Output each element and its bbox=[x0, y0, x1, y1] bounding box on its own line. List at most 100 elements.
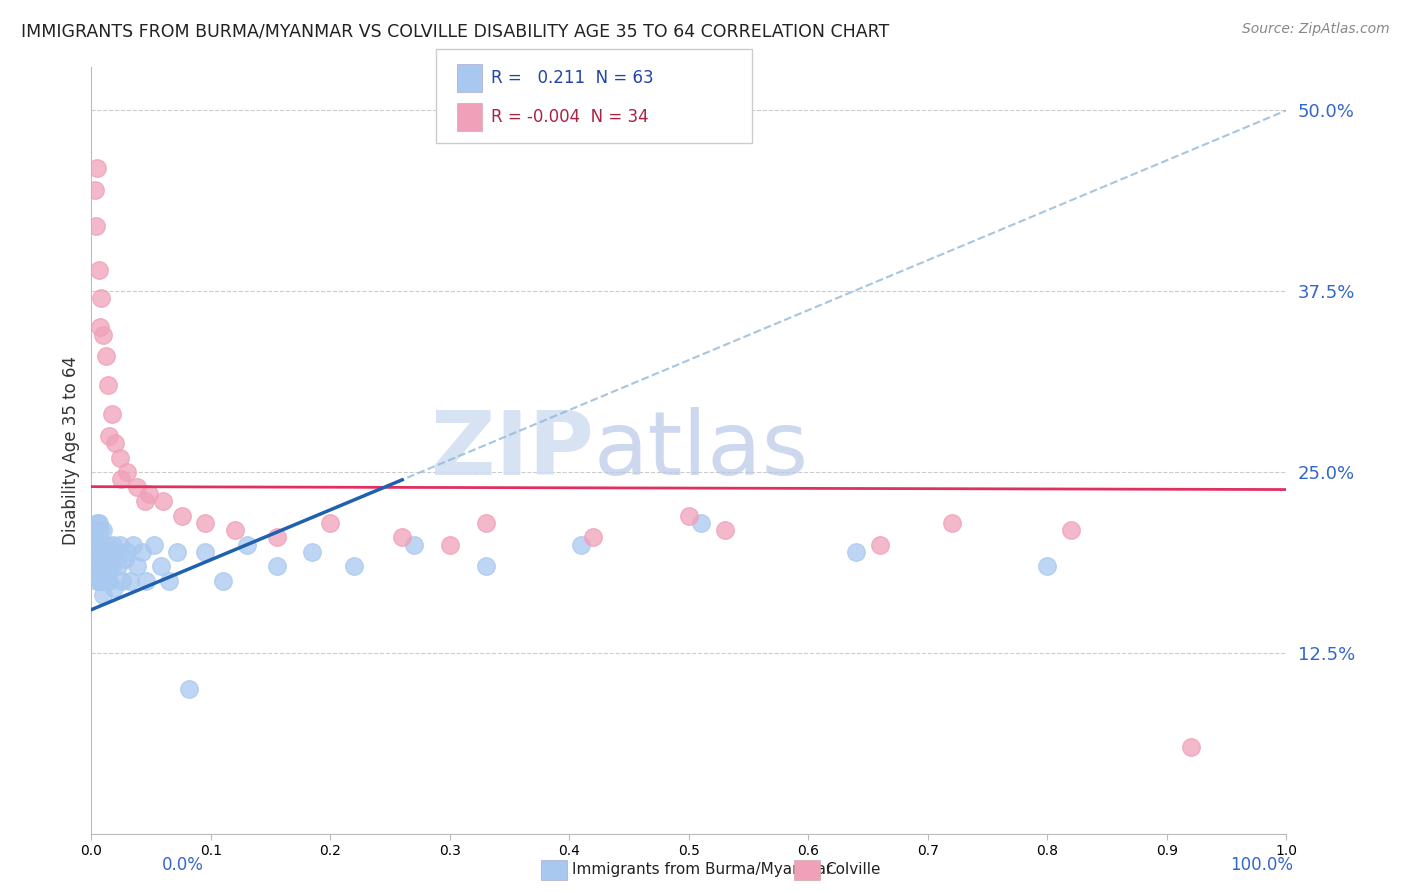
Point bbox=[87, 262, 110, 277]
Text: Colville: Colville bbox=[825, 863, 880, 877]
Point bbox=[86, 552, 108, 566]
Point bbox=[125, 480, 148, 494]
Point bbox=[87, 537, 110, 551]
Point bbox=[89, 545, 111, 559]
Point bbox=[89, 523, 111, 537]
Point bbox=[1060, 523, 1083, 537]
Point bbox=[98, 574, 121, 588]
Point bbox=[474, 516, 498, 530]
Text: R =   0.211  N = 63: R = 0.211 N = 63 bbox=[491, 69, 654, 87]
Point bbox=[108, 537, 131, 551]
Point bbox=[84, 537, 107, 551]
Point bbox=[115, 465, 138, 479]
Point bbox=[166, 545, 188, 559]
Point bbox=[91, 537, 114, 551]
Point bbox=[235, 537, 259, 551]
Point bbox=[84, 219, 107, 233]
Point bbox=[115, 545, 138, 559]
Text: atlas: atlas bbox=[593, 407, 808, 494]
Point bbox=[941, 516, 963, 530]
Point bbox=[391, 530, 413, 544]
Point bbox=[111, 574, 134, 588]
Point bbox=[114, 552, 136, 566]
Point bbox=[138, 487, 160, 501]
Point bbox=[86, 161, 108, 176]
Point bbox=[93, 327, 114, 342]
Text: IMMIGRANTS FROM BURMA/MYANMAR VS COLVILLE DISABILITY AGE 35 TO 64 CORRELATION CH: IMMIGRANTS FROM BURMA/MYANMAR VS COLVILL… bbox=[21, 22, 890, 40]
Point bbox=[98, 559, 121, 574]
Point bbox=[869, 537, 891, 551]
Text: 100.0%: 100.0% bbox=[1230, 856, 1294, 874]
Point bbox=[86, 574, 108, 588]
Text: ZIP: ZIP bbox=[430, 407, 593, 494]
Point bbox=[149, 559, 172, 574]
Point bbox=[108, 450, 131, 465]
Point bbox=[107, 559, 129, 574]
Point bbox=[122, 537, 145, 551]
Point bbox=[194, 545, 217, 559]
Point bbox=[571, 537, 593, 551]
Point bbox=[194, 516, 217, 530]
Point bbox=[104, 436, 127, 450]
Point bbox=[84, 545, 107, 559]
Point bbox=[266, 530, 288, 544]
Point bbox=[89, 320, 111, 334]
Point bbox=[90, 559, 112, 574]
Text: R = -0.004  N = 34: R = -0.004 N = 34 bbox=[491, 108, 648, 126]
Point bbox=[135, 574, 157, 588]
Point bbox=[93, 574, 115, 588]
Point bbox=[689, 516, 711, 530]
Point bbox=[301, 545, 323, 559]
Point bbox=[211, 574, 233, 588]
Point bbox=[678, 508, 700, 523]
Point bbox=[96, 566, 118, 581]
Point bbox=[93, 588, 114, 602]
Point bbox=[125, 559, 148, 574]
Point bbox=[343, 559, 366, 574]
Text: 0.0%: 0.0% bbox=[162, 856, 204, 874]
Point bbox=[439, 537, 461, 551]
Point bbox=[172, 508, 194, 523]
Point bbox=[84, 559, 107, 574]
Point bbox=[87, 516, 110, 530]
Point bbox=[93, 545, 114, 559]
Point bbox=[90, 574, 112, 588]
Point bbox=[86, 516, 108, 530]
Point bbox=[97, 545, 120, 559]
Point bbox=[404, 537, 426, 551]
Point bbox=[100, 545, 122, 559]
Point bbox=[87, 559, 110, 574]
Point bbox=[134, 494, 156, 508]
Point bbox=[110, 472, 132, 486]
Point bbox=[100, 559, 122, 574]
Point bbox=[101, 537, 124, 551]
Point bbox=[1180, 740, 1202, 755]
Point bbox=[179, 682, 201, 697]
Point bbox=[474, 559, 498, 574]
Point bbox=[266, 559, 288, 574]
Point bbox=[142, 537, 165, 551]
Point bbox=[96, 537, 118, 551]
Point bbox=[131, 545, 153, 559]
Point bbox=[224, 523, 246, 537]
Point bbox=[100, 407, 122, 421]
Point bbox=[152, 494, 174, 508]
Point bbox=[103, 581, 125, 595]
Point bbox=[83, 530, 105, 544]
Point bbox=[97, 378, 120, 392]
Text: Source: ZipAtlas.com: Source: ZipAtlas.com bbox=[1241, 22, 1389, 37]
Point bbox=[91, 566, 114, 581]
Point bbox=[89, 574, 111, 588]
Point bbox=[157, 574, 180, 588]
Point bbox=[845, 545, 868, 559]
Y-axis label: Disability Age 35 to 64: Disability Age 35 to 64 bbox=[62, 356, 80, 545]
Point bbox=[118, 574, 141, 588]
Point bbox=[90, 545, 112, 559]
Point bbox=[714, 523, 737, 537]
Point bbox=[1036, 559, 1059, 574]
Point bbox=[84, 183, 107, 197]
Point bbox=[94, 552, 117, 566]
Point bbox=[94, 350, 117, 364]
Text: Immigrants from Burma/Myanmar: Immigrants from Burma/Myanmar bbox=[572, 863, 832, 877]
Point bbox=[93, 523, 114, 537]
